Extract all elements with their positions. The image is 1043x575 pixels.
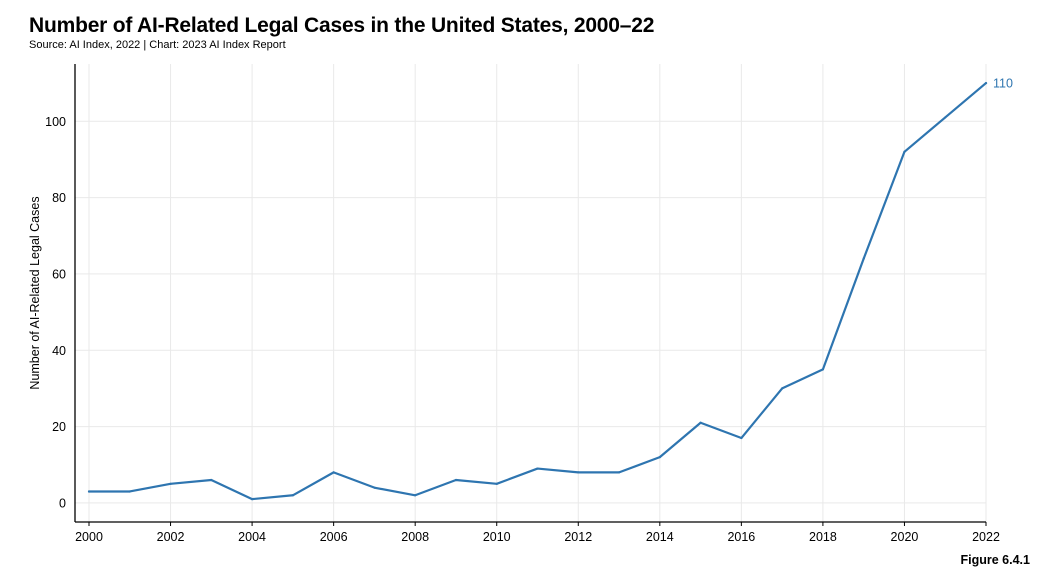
data-point	[332, 471, 335, 474]
data-point	[617, 471, 621, 474]
data-point	[862, 257, 865, 260]
figure-label: Figure 6.4.1	[960, 553, 1030, 567]
data-point	[903, 150, 906, 153]
chart-source: Source: AI Index, 2022 | Chart: 2023 AI …	[29, 39, 286, 51]
x-tick-label: 2000	[75, 530, 103, 544]
data-point	[128, 490, 131, 493]
end-value-label: 110	[993, 77, 1013, 91]
y-tick-label: 60	[52, 267, 66, 281]
x-tick-label: 2016	[727, 530, 755, 544]
data-point	[495, 482, 498, 485]
x-tick-label: 2012	[564, 530, 592, 544]
x-tick-label: 2018	[809, 530, 837, 544]
x-tick-label: 2008	[401, 530, 429, 544]
data-point	[577, 471, 580, 474]
y-tick-label: 40	[52, 344, 66, 358]
label-layer: 110	[993, 77, 1013, 91]
data-point	[454, 478, 458, 482]
data-point	[658, 456, 661, 459]
data-point	[781, 387, 784, 390]
y-tick-label: 0	[59, 496, 66, 510]
data-point	[699, 421, 702, 424]
data-point	[373, 486, 376, 489]
y-tick-label: 20	[52, 420, 66, 434]
data-point	[944, 116, 947, 119]
x-tick-label: 2020	[891, 530, 919, 544]
series-layer	[87, 81, 988, 501]
data-point	[821, 368, 825, 371]
data-point	[87, 490, 91, 493]
x-tick-label: 2006	[320, 530, 348, 544]
data-point	[291, 494, 294, 497]
grid-layer	[75, 64, 987, 522]
x-tick-label: 2010	[483, 530, 511, 544]
axis-layer: 0 20 40 60 80 100 2000 2002 2004 2006 2008 2010 2012…	[45, 64, 1000, 544]
x-tick-label: 2004	[238, 530, 266, 544]
x-tick-label: 2022	[972, 530, 1000, 544]
y-tick-label: 100	[45, 115, 66, 129]
chart-title: Number of AI-Related Legal Cases in the …	[29, 14, 655, 37]
series-line	[87, 81, 988, 501]
x-tick-label: 2014	[646, 530, 674, 544]
y-tick-label: 80	[52, 191, 66, 205]
x-tick-label: 2002	[157, 530, 185, 544]
data-point	[740, 436, 743, 440]
data-point	[414, 494, 417, 497]
data-point	[536, 467, 539, 470]
data-point	[250, 498, 254, 501]
data-point	[210, 478, 213, 482]
data-point	[984, 81, 988, 85]
data-point	[169, 482, 172, 485]
